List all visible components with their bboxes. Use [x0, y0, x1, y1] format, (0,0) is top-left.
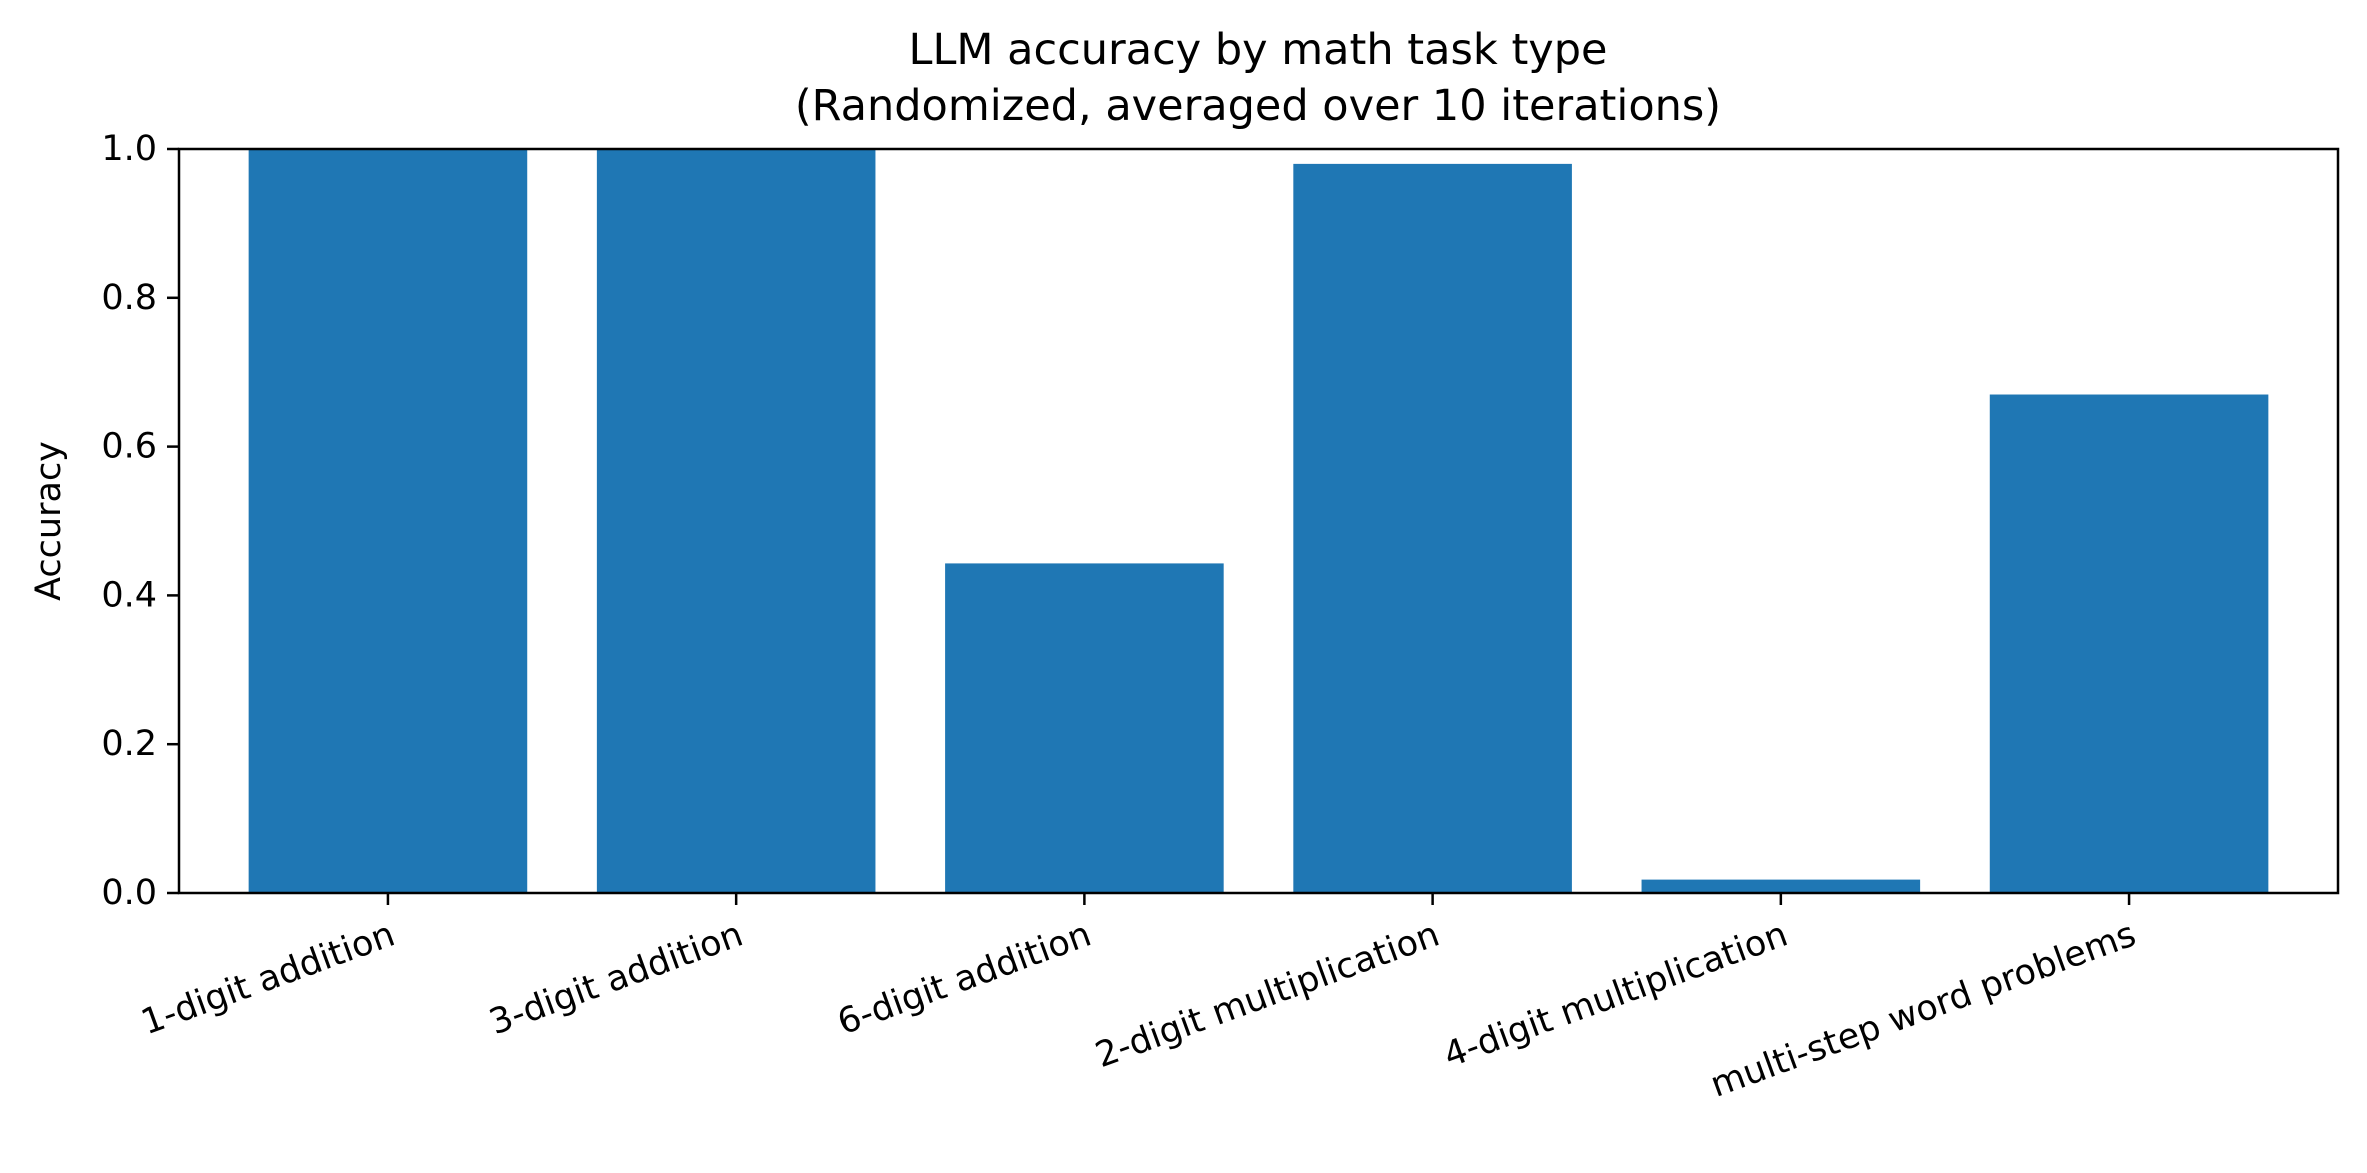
plot-area-frame	[177, 147, 2340, 895]
bar-1-digit-addition	[248, 149, 528, 893]
bar-2-digit-multiplication	[1293, 163, 1572, 893]
y-tick-label: 0.4	[101, 575, 157, 615]
x-tick-label: 2-digit multiplication	[1090, 915, 1444, 1077]
bar-3-digit-addition	[596, 149, 876, 893]
y-tick-label: 0.0	[101, 873, 157, 913]
x-axis-ticks: 1-digit addition 3-digit addition 6-digit …	[136, 893, 2141, 1106]
x-tick-label: 6-digit addition	[833, 915, 1097, 1044]
bar-multi-step-word-problems	[1989, 394, 2269, 893]
x-tick-label: 3-digit addition	[484, 915, 748, 1044]
bar-6-digit-addition	[945, 563, 1224, 893]
bar-4-digit-multiplication	[1641, 879, 1921, 893]
bar-series	[248, 149, 2269, 893]
y-tick-label: 0.2	[101, 724, 157, 764]
chart-subtitle: (Randomized, averaged over 10 iterations…	[795, 81, 1721, 131]
chart-title: LLM accuracy by math task type	[908, 25, 1607, 75]
y-tick-label: 1.0	[101, 129, 157, 169]
x-tick-label: 1-digit addition	[136, 915, 400, 1044]
x-tick-label: 4-digit multiplication	[1439, 915, 1793, 1077]
y-tick-label: 0.8	[101, 278, 157, 318]
y-axis-label: Accuracy	[29, 441, 69, 601]
y-axis-ticks: 0.0 0.2 0.4 0.6 0.8 1.0	[101, 129, 179, 913]
y-tick-label: 0.6	[101, 427, 157, 467]
